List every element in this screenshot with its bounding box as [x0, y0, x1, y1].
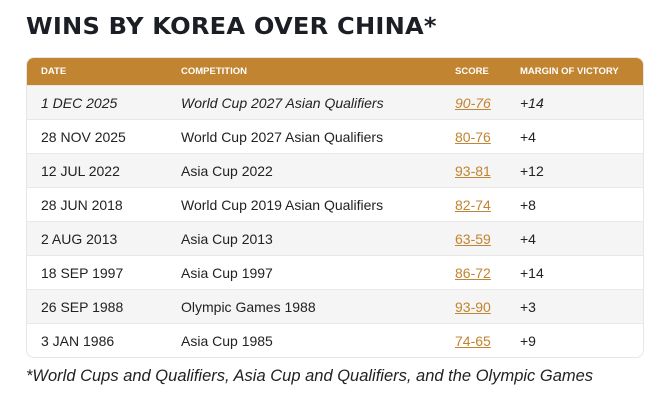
date-cell: 2 AUG 2013 [41, 230, 118, 247]
table-row: 28 JUN 2018 World Cup 2019 Asian Qualifie… [27, 187, 643, 221]
table-header: DATE COMPETITION SCORE MARGIN OF VICTORY [27, 58, 643, 85]
table-row: 2 AUG 2013 Asia Cup 2013 63-59 +4 [27, 221, 643, 255]
date-cell: 26 SEP 1988 [41, 298, 124, 315]
margin-cell: +14 [520, 94, 544, 111]
date-cell: 18 SEP 1997 [41, 264, 124, 281]
header-score: SCORE [455, 66, 489, 77]
competition-cell: Asia Cup 1985 [181, 332, 273, 349]
margin-cell: +9 [520, 332, 536, 349]
table-row: 3 JAN 1986 Asia Cup 1985 74-65 +9 [27, 323, 643, 357]
margin-cell: +14 [520, 264, 544, 281]
table-row: 12 JUL 2022 Asia Cup 2022 93-81 +12 [27, 153, 643, 187]
competition-cell: Olympic Games 1988 [181, 298, 316, 315]
date-cell: 28 JUN 2018 [41, 196, 123, 213]
competition-cell: World Cup 2019 Asian Qualifiers [181, 196, 384, 213]
competition-cell: Asia Cup 2022 [181, 162, 273, 179]
score-link[interactable]: 82-74 [455, 196, 491, 213]
competition-cell: Asia Cup 1997 [181, 264, 273, 281]
date-cell: 12 JUL 2022 [41, 162, 120, 179]
margin-cell: +4 [520, 128, 536, 145]
competition-cell: World Cup 2027 Asian Qualifiers [181, 94, 384, 111]
table-row: 18 SEP 1997 Asia Cup 1997 86-72 +14 [27, 255, 643, 289]
margin-cell: +3 [520, 298, 536, 315]
header-margin: MARGIN OF VICTORY [520, 66, 619, 77]
table-row: 1 DEC 2025 World Cup 2027 Asian Qualifier… [27, 85, 643, 119]
competition-cell: World Cup 2027 Asian Qualifiers [181, 128, 384, 145]
score-link[interactable]: 80-76 [455, 128, 491, 145]
date-cell: 28 NOV 2025 [41, 128, 126, 145]
score-link[interactable]: 63-59 [455, 230, 491, 247]
date-cell: 3 JAN 1986 [41, 332, 115, 349]
score-link[interactable]: 93-81 [455, 162, 491, 179]
score-link[interactable]: 93-90 [455, 298, 491, 315]
score-link[interactable]: 86-72 [455, 264, 491, 281]
score-link[interactable]: 74-65 [455, 332, 491, 349]
score-link[interactable]: 90-76 [455, 94, 491, 111]
footnote: *World Cups and Qualifiers, Asia Cup and… [26, 367, 594, 385]
date-cell: 1 DEC 2025 [41, 94, 118, 111]
table-row: 28 NOV 2025 World Cup 2027 Asian Qualifie… [27, 119, 643, 153]
margin-cell: +12 [520, 162, 544, 179]
header-competition: COMPETITION [181, 66, 247, 77]
wins-table: DATE COMPETITION SCORE MARGIN OF VICTORY… [26, 57, 644, 358]
page-title: WINS BY KOREA OVER CHINA* [26, 14, 437, 40]
header-date: DATE [41, 66, 67, 77]
margin-cell: +4 [520, 230, 536, 247]
competition-cell: Asia Cup 2013 [181, 230, 273, 247]
table-row: 26 SEP 1988 Olympic Games 1988 93-90 +3 [27, 289, 643, 323]
margin-cell: +8 [520, 196, 536, 213]
